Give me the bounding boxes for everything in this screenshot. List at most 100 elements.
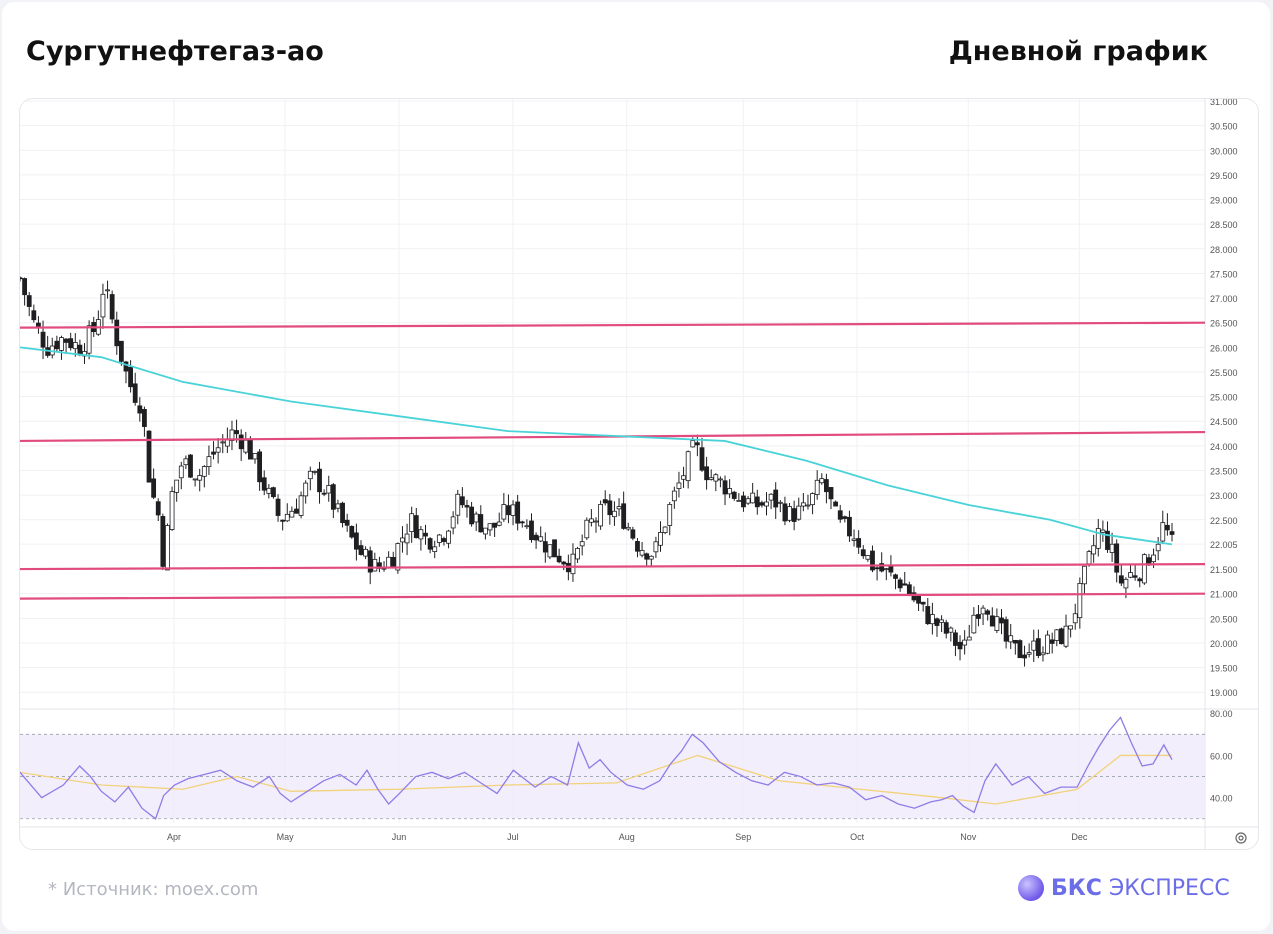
- candle-body: [685, 451, 691, 482]
- candle-body: [787, 506, 792, 521]
- candle-body: [459, 496, 465, 506]
- price-tick-label: 29.000: [1210, 196, 1238, 206]
- candle-body: [731, 491, 737, 499]
- candle-body: [570, 553, 576, 575]
- candle-body: [1118, 575, 1124, 584]
- candle-body: [976, 614, 981, 619]
- candle-body: [934, 618, 940, 626]
- candle-body: [386, 556, 392, 568]
- candle-body: [1164, 524, 1170, 531]
- candle-body: [303, 482, 309, 497]
- candle-body: [524, 525, 530, 528]
- candle-body: [492, 522, 498, 528]
- price-tick-label: 19.000: [1210, 688, 1238, 698]
- rsi-tick-label: 40.00: [1210, 794, 1233, 804]
- candle-body: [114, 319, 120, 347]
- candle-body: [584, 519, 590, 539]
- candle-body: [1077, 583, 1083, 619]
- candle-body: [607, 500, 613, 516]
- candle-body: [676, 482, 682, 489]
- price-tick-label: 28.500: [1210, 220, 1238, 230]
- candle-body: [828, 487, 834, 500]
- candle-body: [312, 470, 318, 473]
- candle-body: [662, 526, 668, 534]
- candle-body: [515, 501, 521, 524]
- candle-body: [423, 532, 428, 537]
- candle-body: [169, 491, 175, 530]
- candle-body: [496, 521, 502, 526]
- candle-body: [321, 492, 327, 495]
- candle-body: [413, 515, 419, 539]
- candle-body: [1151, 554, 1156, 563]
- price-tick-label: 27.500: [1210, 269, 1238, 279]
- chart-timeframe-title: Дневной график: [948, 36, 1208, 67]
- time-tick-label: Jun: [392, 832, 407, 842]
- candle-body: [72, 342, 78, 350]
- candle-body: [109, 294, 115, 320]
- candle-body: [667, 504, 673, 526]
- rsi-line: [20, 716, 1173, 820]
- candle-body: [100, 293, 106, 318]
- candle-body: [20, 277, 23, 280]
- candle-body: [1008, 635, 1014, 643]
- candle-body: [446, 530, 451, 544]
- candle-body: [1137, 578, 1143, 582]
- price-tick-label: 19.500: [1210, 664, 1238, 674]
- candle-body: [1072, 613, 1078, 624]
- candle-body: [1063, 625, 1069, 647]
- candle-body: [151, 478, 157, 498]
- candle-body: [1012, 639, 1018, 644]
- candle-body: [252, 453, 258, 460]
- candle-body: [971, 614, 977, 634]
- candle-body: [441, 538, 447, 542]
- price-tick-label: 24.000: [1210, 442, 1238, 452]
- candle-body: [257, 451, 263, 483]
- price-tick-label: 27.000: [1210, 294, 1238, 304]
- time-tick-label: Jul: [507, 832, 519, 842]
- candle-body: [178, 465, 184, 479]
- settings-gear-icon[interactable]: [1235, 832, 1247, 844]
- chart-panel[interactable]: 31.000 30.500 30.000 29.500 29.000 28.500 28.0…: [19, 98, 1259, 850]
- candle-body: [722, 480, 728, 495]
- candle-body: [165, 525, 170, 571]
- candle-body: [579, 541, 585, 547]
- candle-body: [487, 523, 493, 531]
- candle-body: [211, 451, 216, 455]
- candle-body: [671, 490, 677, 502]
- candle-body: [1100, 529, 1106, 533]
- candle-body: [1045, 634, 1050, 654]
- price-tick-label: 30.000: [1210, 146, 1238, 156]
- candle-body: [349, 526, 355, 538]
- candle-body: [1031, 640, 1037, 651]
- candle-body: [989, 615, 995, 627]
- candle-body: [335, 503, 341, 509]
- candle-body: [625, 526, 631, 530]
- time-tick-label: May: [277, 832, 295, 842]
- candle-body: [473, 513, 479, 523]
- candle-body: [22, 278, 28, 296]
- candle-body: [1035, 638, 1041, 656]
- candle-body: [736, 499, 742, 502]
- candle-body: [773, 489, 779, 508]
- candle-body: [1128, 572, 1133, 578]
- candle-body: [390, 557, 396, 567]
- price-tick-label: 26.500: [1210, 319, 1238, 329]
- candle-body: [796, 505, 802, 520]
- candle-body: [713, 474, 719, 482]
- price-tick-label: 28.000: [1210, 245, 1238, 255]
- price-tick-label: 26.000: [1210, 343, 1238, 353]
- candle-body: [155, 501, 161, 516]
- price-chart-svg[interactable]: 31.000 30.500 30.000 29.500 29.000 28.500 28.0…: [20, 99, 1258, 849]
- candle-body: [31, 310, 37, 321]
- candle-body: [556, 555, 562, 563]
- candle-body: [432, 546, 438, 553]
- candle-body: [644, 553, 650, 560]
- candle-body: [358, 545, 364, 555]
- candle-body: [745, 498, 751, 504]
- candle-body: [105, 289, 110, 292]
- candle-body: [916, 595, 921, 604]
- candle-body: [547, 544, 553, 558]
- candle-body: [1091, 545, 1097, 555]
- candle-body: [137, 405, 143, 414]
- candle-body: [542, 541, 548, 553]
